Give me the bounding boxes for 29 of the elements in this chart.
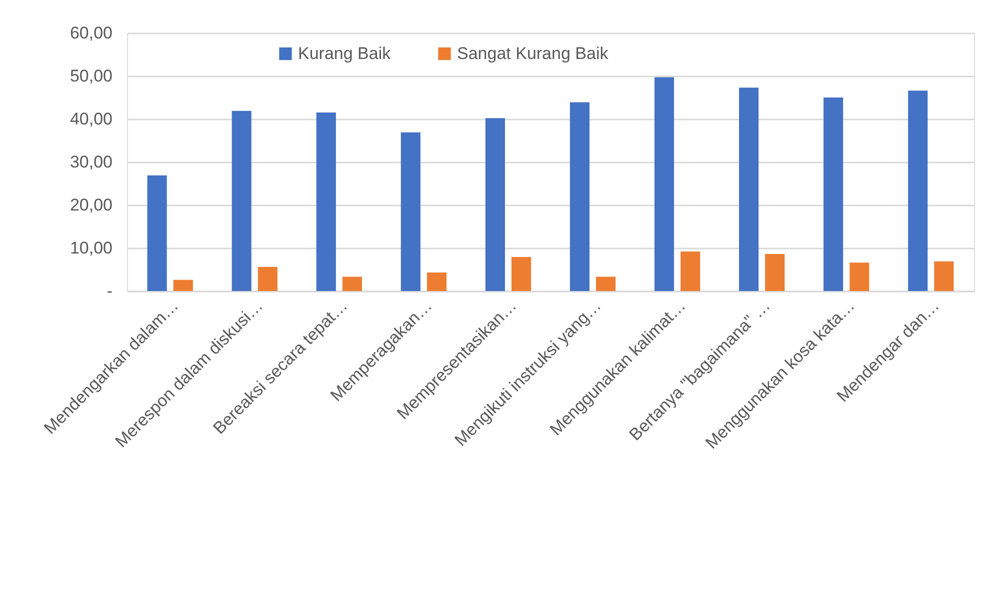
- bar: [850, 262, 870, 291]
- bar: [765, 254, 785, 291]
- y-tick-label: 20,00: [70, 196, 112, 214]
- bar: [400, 132, 420, 291]
- legend-label: Kurang Baik: [298, 44, 392, 63]
- bar: [316, 112, 336, 291]
- bar: [147, 175, 167, 291]
- bar: [596, 276, 616, 291]
- bar: [934, 261, 954, 291]
- bar: [570, 102, 590, 291]
- y-tick-label: 40,00: [70, 110, 112, 128]
- bar: [258, 266, 278, 291]
- bar: [908, 90, 928, 291]
- bar: [511, 257, 532, 291]
- legend-label: Sangat Kurang Baik: [457, 44, 609, 63]
- bar: [232, 110, 252, 291]
- bar: [485, 118, 505, 291]
- bar: [739, 88, 759, 291]
- y-tick-label: 30,00: [70, 152, 112, 172]
- y-tick-label: 10,00: [70, 238, 112, 258]
- bar: [173, 280, 193, 291]
- bar: [426, 272, 447, 291]
- y-tick-label: 50,00: [70, 66, 112, 86]
- bar: [654, 77, 674, 291]
- bar: [680, 251, 700, 291]
- bar: [342, 276, 362, 291]
- y-tick-label: -: [106, 282, 112, 300]
- y-tick-label: 60,00: [70, 24, 112, 42]
- bar: [824, 98, 844, 291]
